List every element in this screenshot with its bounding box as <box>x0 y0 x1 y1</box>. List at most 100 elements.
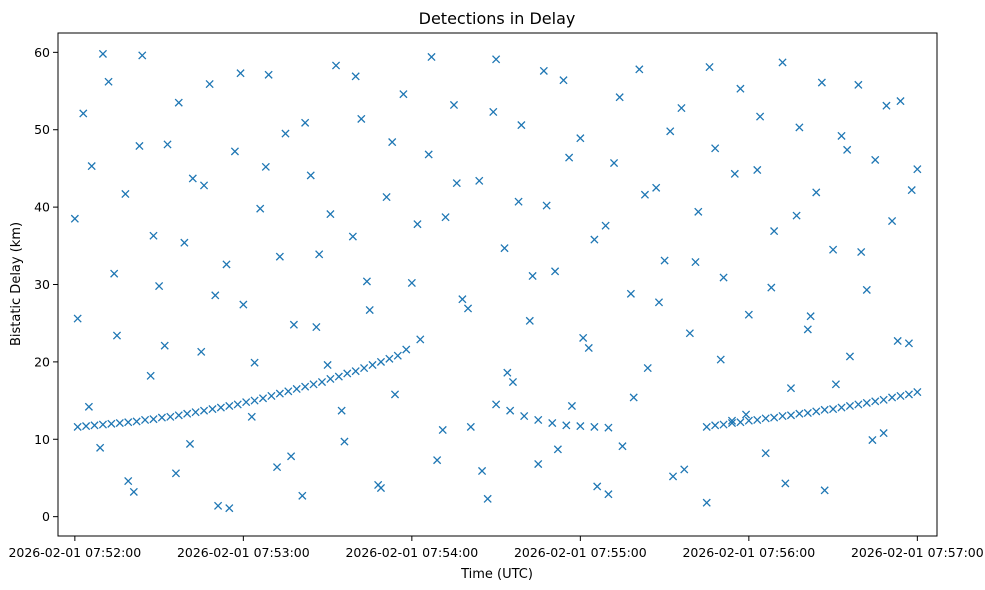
detection-point <box>402 345 411 354</box>
detection-point <box>871 397 880 406</box>
detection-point <box>124 418 133 427</box>
detection-point <box>272 463 282 472</box>
detection-point <box>188 174 197 183</box>
detection-point <box>129 487 138 496</box>
detection-point <box>463 304 473 313</box>
detection-point <box>242 398 251 407</box>
detection-point <box>711 144 720 153</box>
detection-point <box>896 97 905 106</box>
detection-point <box>691 257 700 267</box>
detection-point <box>250 358 259 367</box>
detection-point <box>817 78 826 87</box>
detection-point <box>292 384 301 394</box>
detection-point <box>149 415 158 424</box>
detection-point <box>685 329 694 338</box>
detection-point <box>197 347 206 356</box>
detection-point <box>413 220 422 229</box>
detection-point <box>424 150 433 159</box>
detection-point <box>261 162 270 171</box>
detection-point <box>705 62 714 72</box>
detection-point <box>407 278 416 288</box>
detection-point <box>719 420 728 429</box>
detection-point <box>331 61 341 70</box>
detection-point <box>216 403 225 412</box>
detection-point <box>845 352 855 361</box>
detection-point <box>160 341 169 350</box>
y-axis-label: Bistatic Delay (km) <box>9 222 24 346</box>
y-tick-label: 0 <box>42 509 50 524</box>
detection-point <box>357 114 366 123</box>
detection-point <box>553 445 562 454</box>
detection-point <box>205 80 214 89</box>
detection-point <box>803 408 812 418</box>
detection-point <box>199 181 209 190</box>
detection-point <box>264 70 273 79</box>
detection-point <box>904 390 913 399</box>
detection-point <box>862 285 871 294</box>
detection-point <box>155 281 164 291</box>
detection-point <box>601 221 610 230</box>
detection-point <box>702 422 711 431</box>
detection-point <box>171 469 181 478</box>
detection-point <box>786 411 796 420</box>
detection-point <box>609 158 619 168</box>
detection-point <box>287 452 296 461</box>
detection-point <box>233 400 242 409</box>
detection-point <box>334 372 343 381</box>
detection-point <box>579 333 588 342</box>
detection-point <box>576 134 585 143</box>
detection-point <box>98 49 107 58</box>
detection-point <box>199 406 209 415</box>
detection-point <box>73 422 82 431</box>
detection-point <box>98 420 107 429</box>
detection-point <box>132 417 141 426</box>
detection-point <box>913 165 922 174</box>
detection-point <box>466 422 475 431</box>
detection-point <box>503 368 512 377</box>
detection-point <box>626 289 635 298</box>
detection-point <box>368 360 377 370</box>
detection-point <box>893 336 902 346</box>
detection-point <box>70 214 79 223</box>
detection-point <box>312 323 321 332</box>
plot-area-marks <box>70 49 922 513</box>
detection-point <box>868 435 877 445</box>
detection-point <box>340 437 349 446</box>
detection-point <box>110 269 119 278</box>
detection-point <box>84 402 93 411</box>
detection-point <box>475 176 484 185</box>
detection-point <box>812 188 821 197</box>
detection-point <box>214 501 223 510</box>
detection-point <box>666 127 675 136</box>
plot-frame <box>57 32 938 537</box>
detection-point <box>761 449 770 458</box>
detection-point <box>584 343 593 353</box>
detection-point <box>551 267 560 276</box>
detection-point <box>500 244 509 253</box>
detection-point <box>365 305 374 315</box>
x-tick-label: 2026-02-01 07:56:00 <box>682 545 815 560</box>
detection-point <box>174 411 183 420</box>
detection-point <box>736 418 745 427</box>
detection-point <box>517 121 526 130</box>
detection-point <box>433 456 442 465</box>
detection-point <box>115 418 124 428</box>
detection-point <box>382 192 391 202</box>
detection-point <box>907 186 916 195</box>
detection-point <box>829 405 838 414</box>
detection-point <box>730 169 739 178</box>
detection-point <box>770 413 779 422</box>
detection-point <box>528 271 537 281</box>
detection-point <box>643 364 652 373</box>
detection-point <box>180 238 189 247</box>
detection-point <box>795 409 804 418</box>
detection-point <box>267 391 276 400</box>
detection-point <box>778 58 787 67</box>
detection-point <box>913 388 922 397</box>
detection-point <box>615 93 624 102</box>
detection-point <box>857 247 866 257</box>
detection-point <box>702 498 711 507</box>
detection-point <box>73 314 82 323</box>
detection-point <box>514 197 523 206</box>
detection-point <box>351 72 360 81</box>
